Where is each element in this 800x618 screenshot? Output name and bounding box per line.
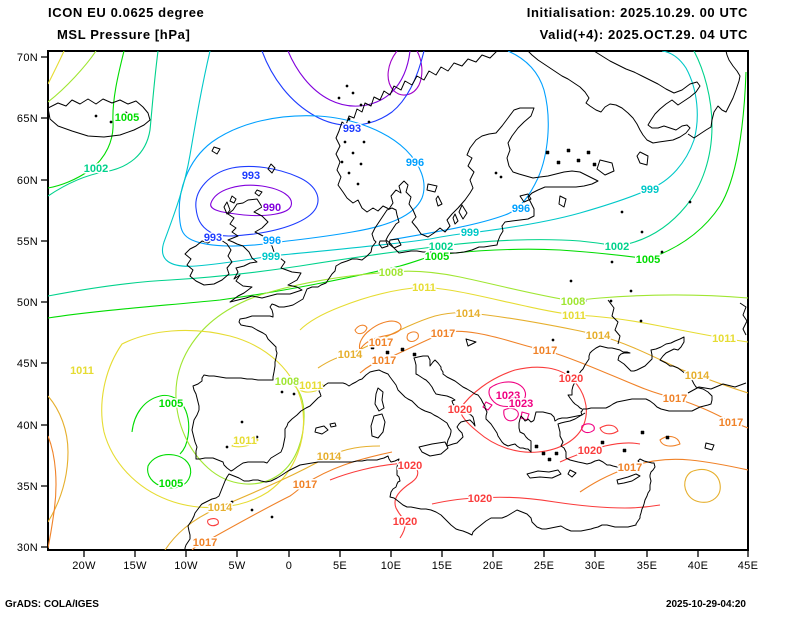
lat-label: 55N [17,236,38,248]
isobar-value-label: 990 [263,202,281,214]
isobar-value-label: 993 [204,232,222,244]
isobar-value-label: 999 [262,251,280,263]
lon-label: 20E [483,560,503,572]
lat-label: 30N [17,542,38,554]
header: ICON EU 0.0625 degree MSL Pressure [hPa]… [48,5,748,42]
grads-credit: GrADS: COLA/IGES [5,599,99,610]
isobar-value-label: 1014 [338,349,363,361]
isobar-value-label: 1017 [372,355,396,367]
init-time-label: Initialisation: 2025.10.29. 00 UTC [527,5,748,20]
lat-label: 60N [17,175,38,187]
creation-timestamp: 2025-10-29-04:20 [666,599,746,610]
coastlines [48,51,748,550]
isobar-value-label: 1020 [398,460,422,472]
isobar-value-label: 1017 [719,417,743,429]
isobar-999 [162,51,698,267]
lon-label: 35E [637,560,657,572]
valid-time-label: Valid(+4): 2025.OCT.29. 04 UTC [540,27,748,42]
lon-label: 45E [738,560,758,572]
axis-labels: 70N 65N 60N 55N 50N 45N 40N 35N 30N 20W 15W 10W 5W 0 5… [17,52,758,572]
isobar-value-label: 1002 [429,241,453,253]
isobar-value-label: 1017 [431,328,455,340]
isobar-993 [195,51,425,237]
isobar-1005 [48,51,747,489]
lat-label: 65N [17,113,38,125]
isobar-value-label: 1005 [159,478,183,490]
isobar-1011 [48,51,748,509]
isobar-value-label: 1008 [561,296,585,308]
isobar-value-label: 1014 [456,308,481,320]
lon-label: 10E [381,560,401,572]
isobar-value-label: 999 [641,184,659,196]
lat-label: 40N [17,420,38,432]
isobar-value-label: 1005 [159,398,183,410]
isobar-value-label: 999 [461,227,479,239]
isobar-value-label: 996 [512,203,530,215]
isobar-value-label: 1014 [586,330,611,342]
lon-label: 15W [123,560,147,572]
lon-label: 20W [72,560,96,572]
isobar-value-label: 1011 [562,310,586,322]
isobar-value-label: 1023 [509,398,533,410]
isobar-value-label: 1011 [412,282,436,294]
isobar-contours [48,51,748,550]
lat-label: 45N [17,358,38,370]
lat-label: 70N [17,52,38,64]
isobar-value-label: 1014 [317,451,342,463]
map-frame [47,50,749,551]
lon-label: 15E [432,560,452,572]
isobar-996 [178,51,549,247]
lon-label: 30E [585,560,605,572]
isobar-value-label: 1020 [468,493,492,505]
isobar-value-label: 1017 [293,479,317,491]
isobar-value-label: 1011 [299,380,323,392]
isobar-1014 [48,312,748,550]
isobar-value-label: 1017 [663,393,687,405]
isobar-value-label: 1020 [559,373,583,385]
isobar-value-label: 1002 [84,163,108,175]
isobar-value-label: 993 [242,170,260,182]
isobar-value-label: 1008 [379,267,403,279]
isobar-value-label: 1023 [496,390,520,402]
isobar-value-label: 1002 [605,241,629,253]
axis-ticks [41,56,749,557]
isobar-value-label: 1011 [70,365,94,377]
footer: GrADS: COLA/IGES 2025-10-29-04:20 [5,599,746,610]
isobar-value-label: 1005 [425,251,449,263]
isobar-value-label: 1020 [448,404,472,416]
isobar-value-label: 996 [406,157,424,169]
isobar-value-label: 1017 [193,537,217,549]
lon-label: 40E [688,560,708,572]
isobar-value-label: 1017 [618,462,642,474]
isobar-value-label: 1005 [115,112,139,124]
lon-label: 5E [333,560,347,572]
lon-label: 5W [228,560,245,572]
isobar-value-label: 996 [263,235,281,247]
model-title: ICON EU 0.0625 degree [48,5,204,20]
lat-label: 35N [17,481,38,493]
lon-label: 25E [534,560,554,572]
isobar-value-label: 1011 [233,435,257,447]
isobar-value-label: 1014 [208,502,233,514]
isobar-value-label: 1005 [636,254,660,266]
isobar-value-label: 1014 [685,370,710,382]
isobar-value-label: 1008 [275,376,299,388]
lon-label: 10W [174,560,198,572]
lat-label: 50N [17,297,38,309]
isobar-1020 [207,366,661,539]
isobar-990 [210,51,411,217]
isobar-value-label: 993 [343,123,361,135]
lon-label: 0 [286,560,292,572]
isobar-value-label: 1020 [578,445,602,457]
isobar-value-label: 1020 [393,516,417,528]
isobar-value-label: 1017 [369,337,393,349]
isobar-value-label: 1011 [712,333,736,345]
isobar-1002 [48,51,713,297]
field-title: MSL Pressure [hPa] [57,27,190,42]
isobar-value-label: 1017 [533,345,557,357]
